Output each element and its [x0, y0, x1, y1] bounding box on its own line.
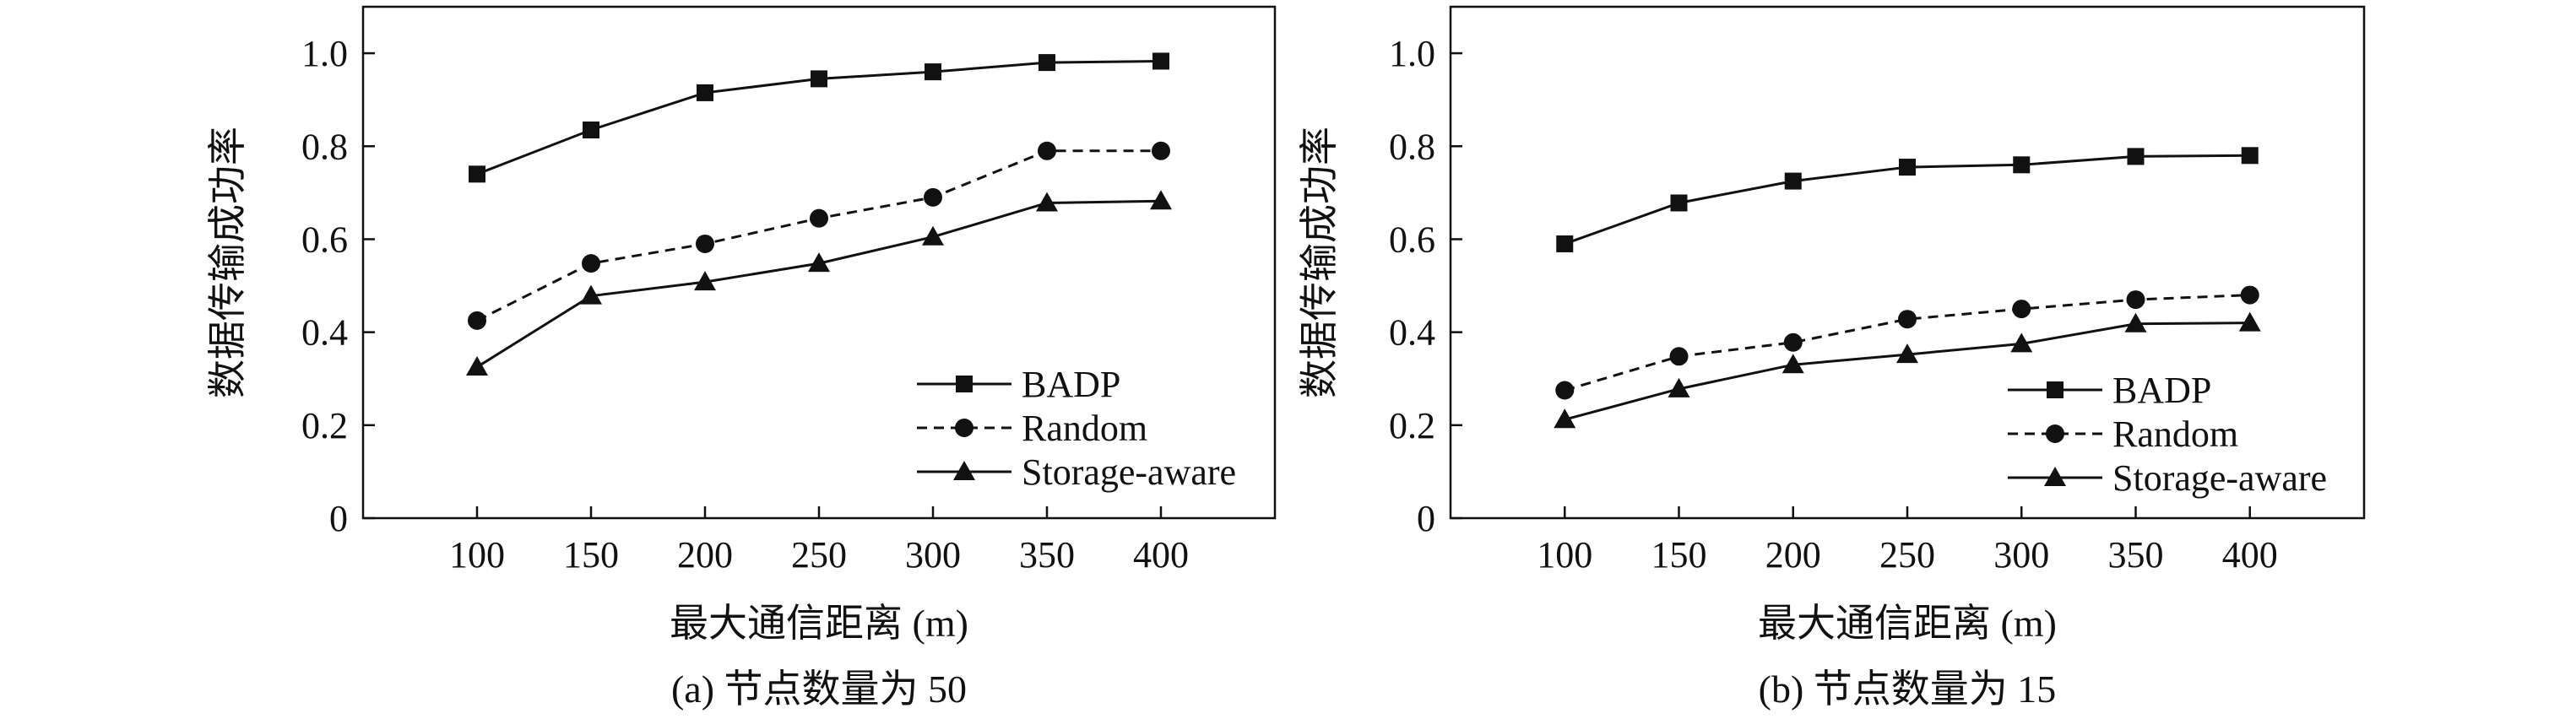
data-point	[1152, 52, 1169, 70]
data-point	[1668, 377, 1690, 397]
data-point	[1556, 235, 1574, 252]
series-line	[476, 149, 1161, 322]
data-point	[2127, 148, 2145, 165]
data-point	[582, 254, 600, 273]
legend-marker	[955, 419, 973, 437]
data-point	[810, 208, 828, 228]
data-point	[468, 311, 486, 330]
data-point	[1554, 408, 1576, 429]
y-axis-title: 数据传输成功率	[1298, 127, 1341, 398]
x-tick-label: 250	[791, 534, 847, 576]
data-point	[2238, 311, 2261, 332]
data-point	[1783, 332, 1803, 352]
y-tick-label: 0.2	[1389, 405, 1435, 446]
series-badp	[469, 52, 1169, 183]
data-point	[808, 252, 830, 273]
data-point	[811, 70, 827, 88]
chart-caption: (b) 节点数量为 15	[1759, 668, 2057, 711]
y-tick-label: 0.8	[1389, 126, 1435, 167]
data-point	[466, 355, 488, 376]
data-point	[2124, 312, 2147, 332]
x-tick-label: 100	[1537, 534, 1592, 576]
data-point	[1898, 310, 1917, 329]
data-point	[1150, 190, 1172, 210]
data-point	[1039, 54, 1055, 72]
y-tick-label: 0.4	[1389, 312, 1435, 354]
legend-marker	[2046, 424, 2064, 443]
x-tick-label: 100	[449, 534, 505, 576]
x-tick-label: 300	[1993, 534, 2049, 576]
x-tick-label: 150	[563, 534, 619, 576]
data-point	[1036, 192, 1058, 212]
legend-label: Storage-aware	[2112, 457, 2327, 499]
data-point	[2240, 285, 2259, 305]
x-tick-label: 300	[905, 534, 961, 576]
legend-marker	[956, 376, 973, 392]
y-tick-label: 1.0	[301, 33, 348, 74]
data-point	[697, 84, 713, 101]
chart-caption: (a) 节点数量为 50	[671, 668, 967, 711]
x-axis-title: 最大通信距离 (m)	[670, 602, 968, 645]
legend-marker	[2047, 381, 2064, 398]
data-point	[694, 271, 716, 291]
data-point	[1152, 141, 1170, 160]
x-tick-label: 350	[2108, 534, 2164, 576]
legend-label: Random	[2112, 414, 2238, 455]
y-tick-label: 0.2	[301, 405, 348, 446]
y-tick-label: 1.0	[1389, 33, 1435, 74]
y-tick-label: 0.4	[301, 312, 348, 354]
data-point	[1782, 354, 1804, 374]
data-point	[924, 187, 942, 207]
x-tick-label: 350	[1019, 534, 1075, 576]
series-storage-aware	[1554, 311, 2261, 429]
legend-label: BADP	[2112, 370, 2211, 411]
x-tick-label: 200	[677, 534, 733, 576]
data-point	[2241, 147, 2259, 165]
legend-label: Storage-aware	[1022, 451, 1236, 493]
data-point	[1899, 159, 1916, 176]
x-tick-label: 200	[1765, 534, 1821, 576]
data-point	[469, 165, 485, 183]
data-point	[1784, 172, 1802, 190]
data-point	[2010, 332, 2033, 353]
data-point	[922, 225, 944, 246]
x-tick-label: 150	[1651, 534, 1707, 576]
y-tick-label: 0.6	[301, 219, 348, 260]
data-point	[2013, 156, 2031, 174]
data-point	[696, 234, 714, 253]
data-point	[925, 63, 941, 81]
chart-panel-a: 0 0.2 0.4 0.6 0.8 1.0 100 150 200 250 300 350 400 数据传…	[206, 5, 1277, 711]
legend-label: Random	[1022, 408, 1147, 449]
y-tick-label: 0	[329, 498, 348, 539]
data-point	[1896, 343, 1918, 364]
series-random	[1555, 285, 2259, 400]
data-point	[1669, 347, 1689, 366]
series-badp	[1556, 147, 2259, 252]
series-random	[468, 141, 1170, 330]
data-point	[1555, 381, 1575, 400]
x-axis-title: 最大通信距离 (m)	[1758, 602, 2057, 645]
x-tick-label: 400	[2222, 534, 2278, 576]
legend-label: BADP	[1022, 364, 1120, 405]
series-storage-aware	[466, 190, 1172, 376]
y-axis-title: 数据传输成功率	[206, 127, 249, 398]
data-point	[2012, 300, 2031, 319]
legend-marker	[953, 461, 975, 480]
data-point	[583, 121, 599, 138]
data-point	[2126, 290, 2145, 310]
data-point	[580, 284, 602, 305]
x-tick-label: 250	[1879, 534, 1935, 576]
chart-panel-b: 0 0.2 0.4 0.6 0.8 1.0 100 150 200 250 300 350 400 数据传…	[1298, 5, 2366, 711]
y-tick-label: 0.8	[301, 126, 348, 167]
data-point	[1670, 194, 1688, 212]
x-tick-label: 400	[1133, 534, 1189, 576]
data-point	[1038, 141, 1056, 160]
legend-marker	[2044, 467, 2066, 486]
y-tick-label: 0.6	[1389, 219, 1435, 260]
y-tick-label: 0	[1417, 498, 1435, 539]
